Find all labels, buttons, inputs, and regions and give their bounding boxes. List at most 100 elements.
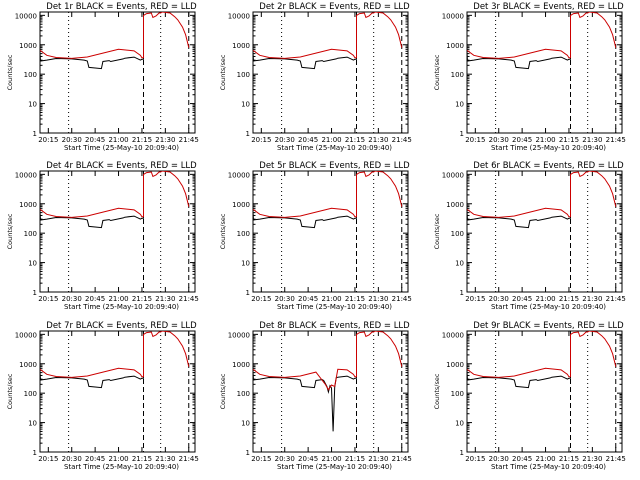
y-tick-label: 10000 [228,171,250,179]
y-tick-label: 10000 [228,331,250,339]
x-tick-label: 21:00 [321,295,341,303]
x-tick-label: 21:00 [321,455,341,463]
x-tick-label: 20:30 [489,295,509,303]
y-tick-label: 100 [24,390,37,398]
series-line-lld [467,171,617,218]
plot-frame [252,330,409,453]
x-axis-label: Start Time (25-May-10 20:09:40) [64,463,179,471]
x-tick-label: 21:45 [179,455,199,463]
y-tick-label: 100 [237,390,250,398]
y-tick-label: 1000 [232,42,250,50]
plot-frame [39,330,196,453]
x-tick-label: 21:30 [155,455,175,463]
x-tick-label: 21:00 [108,136,128,144]
x-tick-label: 20:30 [275,455,295,463]
x-tick-label: 21:15 [345,136,365,144]
y-tick-label: 10000 [442,12,464,20]
panel-det-3: Det 3r BLACK = Events, RED = LLD 1 10 100 10… [433,2,626,152]
y-tick-label: 100 [237,71,250,79]
y-tick-label: 1000 [19,361,37,369]
panel-title: Det 1r BLACK = Events, RED = LLD [46,2,197,12]
x-tick-label: 20:15 [251,295,271,303]
y-tick-label: 10 [455,260,464,268]
x-tick-label: 20:45 [298,136,318,144]
x-tick-label: 20:45 [298,455,318,463]
y-tick-label: 10 [28,260,37,268]
y-tick-label: 10 [28,101,37,109]
y-axis-label: Counts/sec [6,373,14,409]
y-axis-label: Counts/sec [6,213,14,249]
x-tick-label: 21:15 [132,136,152,144]
y-tick-label: 100 [451,230,464,238]
panel-det-4: Det 4r BLACK = Events, RED = LLD 1 10 100 10… [6,161,199,311]
x-tick-label: 21:15 [559,136,579,144]
series-line-lld [253,331,403,391]
x-tick-label: 20:45 [85,455,105,463]
y-tick-label: 10000 [15,12,37,20]
y-tick-label: 1000 [446,42,464,50]
plot-frame [466,11,623,134]
x-tick-label: 20:45 [85,295,105,303]
series-line-events [467,334,571,389]
series-line-events [467,15,571,70]
x-tick-label: 21:45 [392,295,412,303]
series-line-lld [253,12,403,59]
series-line-lld [40,171,190,218]
y-tick-label: 10 [241,101,250,109]
x-tick-label: 21:30 [155,136,175,144]
y-tick-label: 1000 [19,42,37,50]
x-tick-label: 20:30 [489,136,509,144]
y-tick-label: 1 [33,130,37,138]
y-tick-label: 10000 [228,12,250,20]
series-line-lld [467,331,617,378]
y-tick-label: 1000 [446,201,464,209]
x-tick-label: 21:30 [368,295,388,303]
plot-frame [39,170,196,293]
panel-det-2: Det 2r BLACK = Events, RED = LLD 1 10 100 10… [219,2,412,152]
x-axis-label: Start Time (25-May-10 20:09:40) [64,303,179,311]
plot-frame [466,170,623,293]
series-line-events [40,174,144,229]
x-tick-label: 21:45 [179,295,199,303]
panel-title: Det 6r BLACK = Events, RED = LLD [473,161,624,171]
y-tick-label: 100 [451,390,464,398]
x-tick-label: 20:45 [85,136,105,144]
x-tick-label: 20:30 [62,295,82,303]
x-tick-label: 21:00 [535,295,555,303]
y-axis-label: Counts/sec [219,213,227,249]
x-axis-label: Start Time (25-May-10 20:09:40) [277,303,392,311]
y-axis-label: Counts/sec [433,373,441,409]
y-tick-label: 10 [241,260,250,268]
y-tick-label: 1 [460,130,464,138]
panel-det-9: Det 9r BLACK = Events, RED = LLD 1 10 100 10… [433,321,626,471]
x-tick-label: 21:45 [606,455,626,463]
x-tick-label: 21:00 [535,455,555,463]
series-line-events [40,15,144,70]
series-line-events [253,174,357,229]
x-tick-label: 20:15 [251,455,271,463]
x-tick-label: 20:45 [512,295,532,303]
x-axis-label: Start Time (25-May-10 20:09:40) [277,144,392,152]
y-tick-label: 1000 [232,361,250,369]
series-line-lld [40,12,190,59]
plot-frame [252,170,409,293]
x-tick-label: 20:15 [38,295,58,303]
x-tick-label: 21:15 [559,455,579,463]
y-tick-label: 10000 [442,171,464,179]
x-tick-label: 21:30 [582,136,602,144]
y-tick-label: 1000 [446,361,464,369]
series-line-events [253,334,357,432]
x-tick-label: 20:30 [62,455,82,463]
x-tick-label: 21:45 [606,136,626,144]
plot-frame [252,11,409,134]
x-axis-label: Start Time (25-May-10 20:09:40) [64,144,179,152]
series-line-events [40,334,144,389]
x-axis-label: Start Time (25-May-10 20:09:40) [491,463,606,471]
x-tick-label: 21:15 [559,295,579,303]
panel-title: Det 5r BLACK = Events, RED = LLD [259,161,410,171]
x-tick-label: 21:30 [368,136,388,144]
x-tick-label: 21:15 [345,295,365,303]
x-tick-label: 21:00 [108,455,128,463]
x-axis-label: Start Time (25-May-10 20:09:40) [491,303,606,311]
